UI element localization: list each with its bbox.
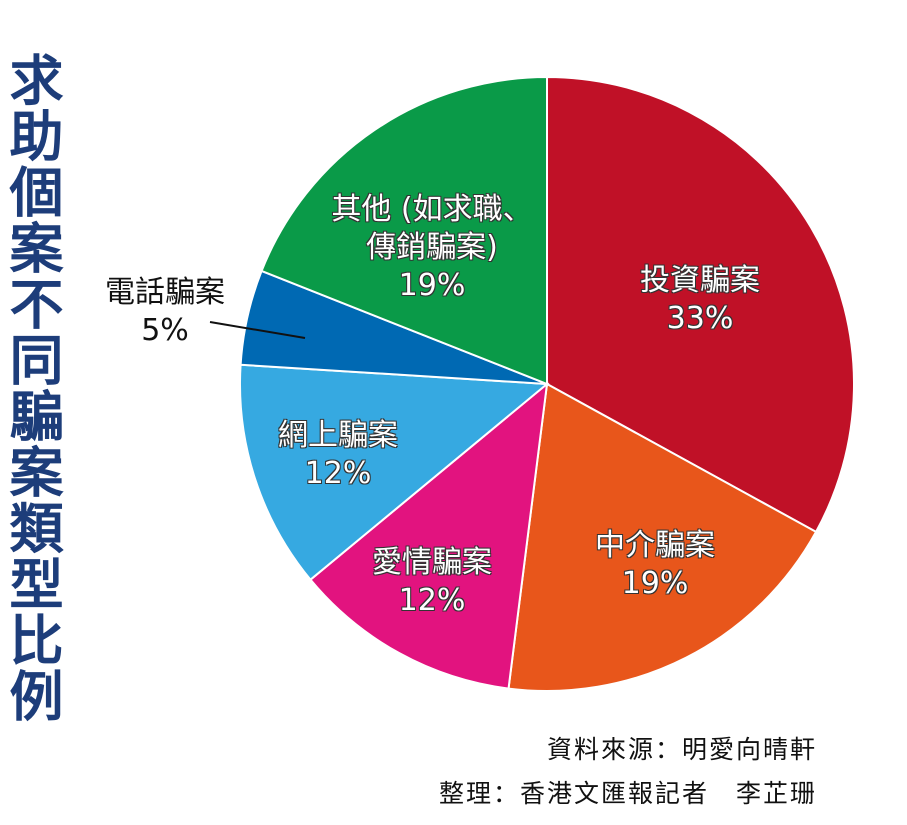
category-label: 中介騙案 xyxy=(595,528,715,563)
slice-label: 電話騙案 5% xyxy=(65,274,265,350)
pie-slice xyxy=(546,75,855,534)
slice-label: 愛情騙案 12% xyxy=(332,544,532,620)
leader-line xyxy=(209,321,306,339)
value-label: 12% xyxy=(304,456,372,491)
category-label: 電話騙案 xyxy=(105,275,225,310)
value-label: 33% xyxy=(666,301,734,336)
slice-label: 其他 (如求職、傳銷騙案) 19% xyxy=(317,191,547,305)
value-label: 12% xyxy=(398,583,466,618)
source-note: 資料來源：明愛向晴軒 xyxy=(546,735,817,764)
category-label: 愛情騙案 xyxy=(372,545,492,580)
category-label: 其他 (如求職、傳銷騙案) xyxy=(331,192,533,265)
slice-label: 投資騙案 33% xyxy=(600,262,800,338)
value-label: 19% xyxy=(621,566,689,601)
pie-slice xyxy=(309,381,549,690)
value-label: 19% xyxy=(398,268,466,303)
slice-label: 中介騙案 19% xyxy=(555,527,755,603)
value-label: 5% xyxy=(141,313,189,348)
pie-slice xyxy=(507,382,818,692)
pie-slice xyxy=(239,363,550,582)
chart-title: 求助個案不同騙案類型比例 xyxy=(0,52,63,724)
category-label: 網上騙案 xyxy=(278,418,398,453)
credit-note: 整理：香港文匯報記者 李芷珊 xyxy=(438,779,817,808)
pie-slice xyxy=(260,75,548,386)
category-label: 投資騙案 xyxy=(640,263,760,298)
slice-label: 網上騙案 12% xyxy=(238,417,438,493)
